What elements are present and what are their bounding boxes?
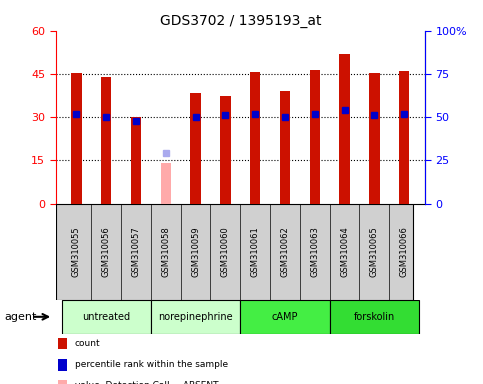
Bar (280, 91, 290, 204)
Bar (151, 300, 241, 334)
Text: norepinephrine: norepinephrine (158, 312, 233, 322)
Bar (250, 73, 260, 204)
Text: forskolin: forskolin (354, 312, 395, 322)
Text: untreated: untreated (82, 312, 130, 322)
Text: GSM310058: GSM310058 (161, 226, 170, 277)
Title: GDS3702 / 1395193_at: GDS3702 / 1395193_at (159, 14, 321, 28)
Text: GSM310056: GSM310056 (102, 226, 111, 277)
Text: GSM310065: GSM310065 (370, 226, 379, 277)
Bar (310, 70, 320, 204)
Bar (61, 300, 151, 334)
Bar (369, 73, 380, 204)
Bar (101, 77, 112, 204)
Text: percentile rank within the sample: percentile rank within the sample (75, 360, 228, 369)
Bar (190, 93, 201, 204)
Text: GSM310057: GSM310057 (131, 226, 141, 277)
Text: GSM310061: GSM310061 (251, 226, 260, 277)
Text: count: count (75, 339, 100, 348)
Bar (340, 54, 350, 204)
Text: GSM310063: GSM310063 (310, 226, 319, 277)
Text: GSM310064: GSM310064 (340, 226, 349, 277)
Text: value, Detection Call = ABSENT: value, Detection Call = ABSENT (75, 381, 218, 384)
Text: agent: agent (5, 312, 37, 322)
Text: GSM310055: GSM310055 (72, 226, 81, 277)
Bar (241, 300, 330, 334)
Bar (220, 96, 230, 204)
Bar (330, 300, 419, 334)
Bar (399, 71, 410, 204)
Text: GSM310059: GSM310059 (191, 226, 200, 277)
Bar (160, 163, 171, 204)
Text: cAMP: cAMP (272, 312, 298, 322)
Text: GSM310060: GSM310060 (221, 226, 230, 277)
Text: GSM310066: GSM310066 (399, 226, 409, 277)
Bar (131, 117, 141, 204)
Bar (71, 73, 82, 204)
Text: GSM310062: GSM310062 (281, 226, 289, 277)
